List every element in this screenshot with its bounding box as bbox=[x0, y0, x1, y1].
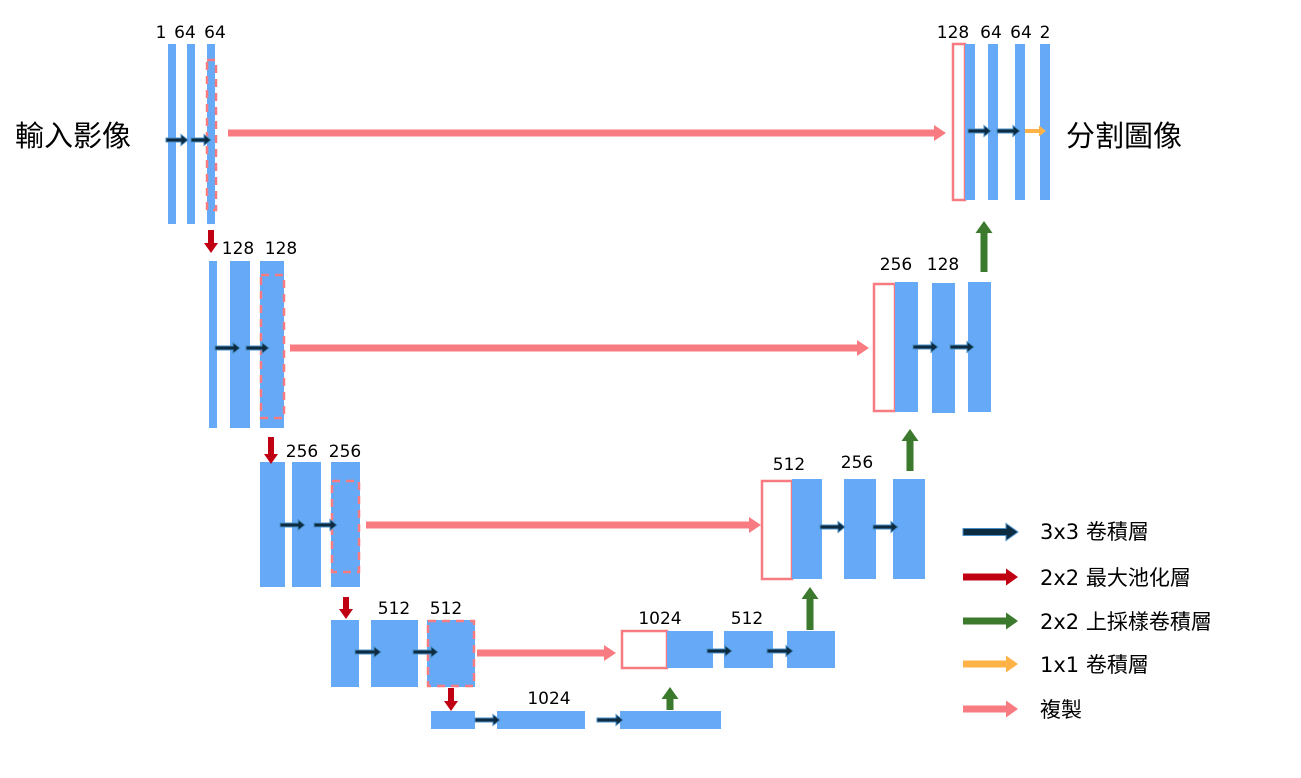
channel-label: 1024 bbox=[638, 609, 681, 629]
copied-map bbox=[760, 479, 794, 581]
copy-arrow bbox=[366, 517, 761, 533]
pool-arrow bbox=[444, 688, 458, 711]
feature-map bbox=[187, 44, 195, 224]
feature-map bbox=[1040, 44, 1050, 200]
conv1x1-arrow bbox=[1025, 125, 1046, 137]
legend-swatch bbox=[962, 522, 1019, 542]
channel-label: 512 bbox=[430, 599, 462, 619]
pool-arrow bbox=[204, 230, 218, 253]
copy-arrow bbox=[477, 645, 616, 661]
channel-label: 512 bbox=[378, 599, 410, 619]
conv-arrow bbox=[949, 340, 975, 354]
input-label: 輸入影像 bbox=[15, 119, 131, 153]
channel-label: 2 bbox=[1040, 23, 1051, 43]
feature-map bbox=[724, 631, 773, 668]
upconv-arrow bbox=[975, 221, 993, 272]
channel-label: 64 bbox=[174, 23, 196, 43]
channel-label: 64 bbox=[980, 23, 1002, 43]
feature-map bbox=[968, 282, 991, 412]
conv-arrow bbox=[819, 520, 846, 534]
feature-map bbox=[965, 44, 975, 200]
copied-map bbox=[872, 282, 897, 413]
channel-label: 1 bbox=[156, 23, 167, 43]
legend-label: 2x2 最大池化層 bbox=[1040, 566, 1191, 590]
feature-map bbox=[792, 479, 822, 579]
channel-label: 64 bbox=[1010, 23, 1032, 43]
feature-map bbox=[331, 620, 359, 687]
copied-map bbox=[620, 629, 669, 670]
conv-arrow bbox=[412, 645, 439, 659]
channel-label: 128 bbox=[265, 239, 297, 259]
legend-label: 複製 bbox=[1040, 698, 1082, 722]
copy-arrow bbox=[228, 125, 946, 141]
copy-region bbox=[330, 479, 361, 574]
conv-arrow bbox=[996, 124, 1021, 138]
conv-arrow bbox=[766, 644, 794, 658]
channel-label: 512 bbox=[773, 455, 805, 475]
legend-label: 3x3 卷積層 bbox=[1040, 520, 1149, 544]
conv-arrow bbox=[214, 341, 241, 355]
upconv-arrow bbox=[901, 429, 919, 471]
channel-label: 256 bbox=[286, 442, 318, 462]
conv-arrow bbox=[313, 518, 338, 532]
feature-map bbox=[932, 283, 955, 413]
legend-swatch bbox=[963, 568, 1018, 586]
legend-swatch bbox=[963, 700, 1018, 718]
feature-map bbox=[893, 479, 925, 579]
conv-arrow bbox=[245, 341, 270, 355]
conv-arrow bbox=[912, 340, 939, 354]
channel-label: 256 bbox=[880, 255, 912, 275]
conv-arrow bbox=[474, 713, 501, 727]
feature-map bbox=[1015, 44, 1025, 200]
conv-arrow bbox=[190, 133, 212, 147]
channel-label: 64 bbox=[204, 23, 226, 43]
pool-arrow bbox=[264, 437, 278, 464]
feature-map bbox=[667, 631, 713, 668]
channel-label: 128 bbox=[927, 255, 959, 275]
copied-map bbox=[951, 42, 967, 202]
channel-label: 256 bbox=[329, 442, 361, 462]
legend-label: 2x2 上採樣卷積層 bbox=[1040, 610, 1212, 634]
feature-map bbox=[168, 44, 176, 224]
output-label: 分割圖像 bbox=[1066, 119, 1182, 153]
legend-label: 1x1 卷積層 bbox=[1040, 653, 1149, 677]
copy-arrow bbox=[290, 340, 869, 356]
channel-label: 1024 bbox=[527, 689, 570, 709]
conv-arrow bbox=[596, 713, 624, 727]
upconv-arrow bbox=[661, 687, 679, 710]
upconv-arrow bbox=[801, 587, 819, 630]
conv-arrow bbox=[279, 518, 306, 532]
copy-region bbox=[205, 58, 218, 212]
conv-arrow bbox=[165, 133, 189, 147]
legend-swatch bbox=[963, 655, 1018, 673]
channel-label: 256 bbox=[841, 453, 873, 473]
feature-map bbox=[431, 711, 475, 729]
feature-map bbox=[895, 282, 918, 412]
feature-map bbox=[844, 479, 876, 579]
feature-map bbox=[209, 261, 217, 428]
legend-swatch bbox=[963, 612, 1018, 630]
feature-map bbox=[620, 711, 721, 729]
conv-arrow bbox=[872, 520, 899, 534]
feature-map bbox=[207, 44, 215, 224]
channel-label: 128 bbox=[222, 239, 254, 259]
channel-label: 128 bbox=[937, 23, 969, 43]
feature-map bbox=[497, 711, 585, 729]
pool-arrow bbox=[339, 597, 353, 619]
conv-arrow bbox=[706, 644, 733, 658]
conv-arrow bbox=[354, 645, 382, 659]
feature-map bbox=[230, 261, 250, 428]
feature-map bbox=[787, 631, 835, 668]
conv-arrow bbox=[967, 124, 992, 138]
feature-map bbox=[988, 44, 998, 200]
channel-label: 512 bbox=[731, 609, 763, 629]
